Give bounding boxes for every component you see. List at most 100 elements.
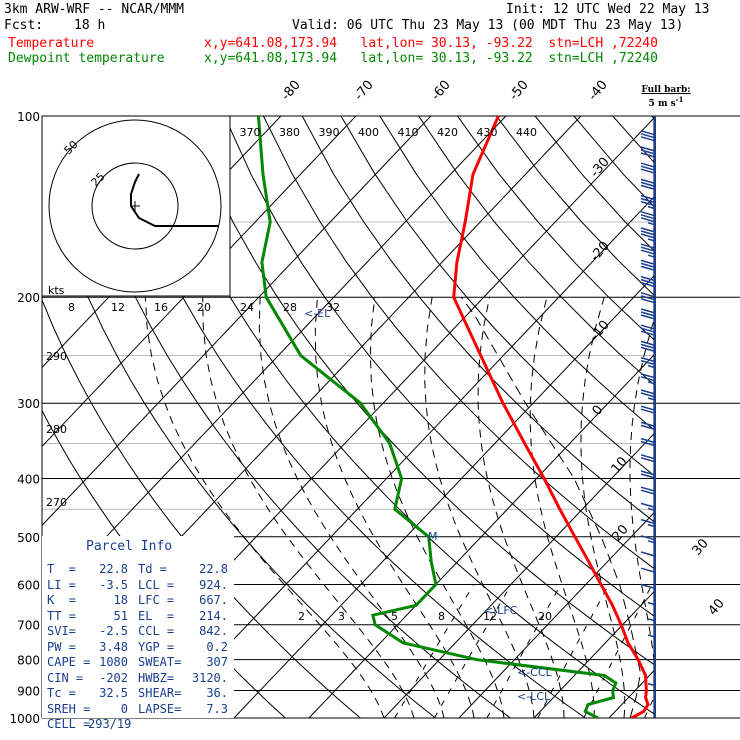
theta-e-label: 290	[46, 350, 67, 363]
parcel-info-cell: TT =	[47, 608, 76, 623]
init-time: Init: 12 UTC Wed 22 May 13	[506, 2, 710, 17]
barb-flag	[640, 243, 656, 249]
parcel-info-cell: 667.	[199, 593, 228, 607]
barb-flag	[640, 343, 656, 350]
dry-adiabat	[495, 116, 654, 296]
barb-flag	[640, 292, 656, 298]
isotherm	[533, 590, 654, 718]
barb-flag	[640, 197, 656, 204]
parcel-info-cell: LFC =	[138, 593, 175, 607]
parcel-info-box: Parcel Info T = 22.8 Td = 22.8 LI = -3.5 LCL =…	[42, 536, 234, 731]
wind-barb	[647, 634, 656, 638]
parcel-info-cell: Td =	[138, 562, 167, 576]
barb-half-flag	[647, 364, 656, 369]
dry-adiabat	[301, 116, 654, 523]
isotherm-label: 10	[609, 454, 631, 476]
wind-barb	[640, 551, 656, 557]
barb-flag	[640, 181, 656, 188]
barb-flag	[640, 473, 656, 479]
speed-label: 12	[111, 301, 125, 314]
parcel-info-cell: SHEAR=	[138, 686, 182, 700]
isotherm	[42, 116, 432, 527]
moist-adiabat	[714, 297, 740, 718]
temperature-location: x,y=641.08,173.94 lat,lon= 30.13, -93.22…	[204, 36, 658, 51]
parcel-info-cell: HWBZ=	[138, 670, 175, 685]
dry-adiabat	[534, 116, 654, 252]
parcel-info-cell: T =	[47, 562, 76, 576]
barb-flag	[640, 130, 656, 136]
parcel-info-cell: 214.	[199, 608, 228, 623]
barb-flag	[640, 408, 656, 414]
wind-barb	[640, 211, 656, 226]
parcel-info-cell: 3.48	[99, 639, 128, 654]
barb-flag	[640, 340, 656, 347]
barb-flag	[640, 346, 656, 353]
barb-flag	[640, 168, 656, 174]
wind-barb	[640, 130, 656, 142]
theta-label: 420	[437, 126, 458, 139]
barb-flag	[640, 424, 656, 431]
isotherm	[684, 116, 740, 718]
dry-adiabat	[612, 116, 654, 163]
dry-adiabat	[68, 116, 511, 718]
parcel-info-cell: SVI=	[47, 624, 76, 638]
parcel-info-cell: YGP =	[138, 639, 175, 654]
dry-adiabat	[107, 116, 586, 718]
parcel-info-title: Parcel Info	[86, 539, 173, 554]
parcel-info-cell: 51	[113, 608, 128, 623]
level-marker-lcl: <-LCL	[517, 690, 551, 703]
theta-label: 430	[477, 126, 498, 139]
dry-adiabat	[729, 116, 740, 718]
parcel-info-cell: 22.8	[99, 562, 128, 576]
isotherm	[458, 512, 654, 718]
pressure-label-700: 700	[17, 619, 40, 633]
mixing-ratio-label: 20	[538, 610, 552, 623]
mixing-ratio-label: 5	[391, 610, 398, 623]
isotherm-label: -30	[588, 155, 613, 181]
isotherm-label: -70	[352, 78, 377, 104]
isotherm-label: -40	[586, 78, 611, 104]
barb-flag	[640, 486, 656, 492]
wind-barb	[640, 324, 656, 336]
dry-adiabat	[262, 116, 654, 570]
barb-flag	[640, 489, 656, 495]
wind-barb	[640, 373, 656, 385]
barb-flag	[640, 265, 656, 272]
barb-flag	[640, 373, 656, 379]
parcel-info-cell: 3120.	[191, 670, 228, 685]
barb-half-flag	[647, 601, 656, 606]
barb-flag	[640, 327, 656, 333]
barb-flag	[640, 567, 656, 573]
isotherm-label: -20	[588, 239, 613, 265]
isotherm	[42, 116, 507, 606]
parcel-info-cell: LAPSE=	[138, 701, 182, 716]
speed-label: 28	[283, 301, 297, 314]
theta-e-label: 270	[46, 496, 67, 509]
mixing-ratio-label: 12	[483, 610, 497, 623]
dry-adiabat	[651, 116, 654, 120]
pressure-label-200: 200	[17, 291, 40, 305]
parcel-info-cell: 7.3	[206, 701, 228, 716]
barb-half-flag	[647, 238, 656, 242]
barb-half-flag	[647, 222, 656, 226]
dry-adiabat	[224, 116, 654, 617]
barb-flag	[640, 233, 656, 239]
moist-adiabat	[677, 297, 719, 718]
theta-label: 440	[516, 126, 537, 139]
wind-barb	[640, 162, 656, 174]
wind-barb	[640, 275, 656, 288]
barb-half-flag	[647, 682, 656, 687]
isotherm	[42, 116, 357, 448]
barb-flag	[640, 230, 656, 236]
barb-flag	[640, 184, 656, 191]
dry-adiabat	[379, 116, 654, 431]
parcel-info-cell: LCL =	[138, 577, 175, 592]
isotherm	[158, 196, 654, 718]
wind-barb	[640, 486, 656, 495]
parcel-info-cell: 307	[206, 655, 228, 669]
mixing-ratio-label: 3	[338, 610, 345, 623]
level-marker-m: M	[428, 530, 438, 543]
barb-flag	[640, 551, 656, 557]
speed-label: 32	[326, 301, 340, 314]
parcel-info-cell: PW =	[47, 639, 76, 654]
